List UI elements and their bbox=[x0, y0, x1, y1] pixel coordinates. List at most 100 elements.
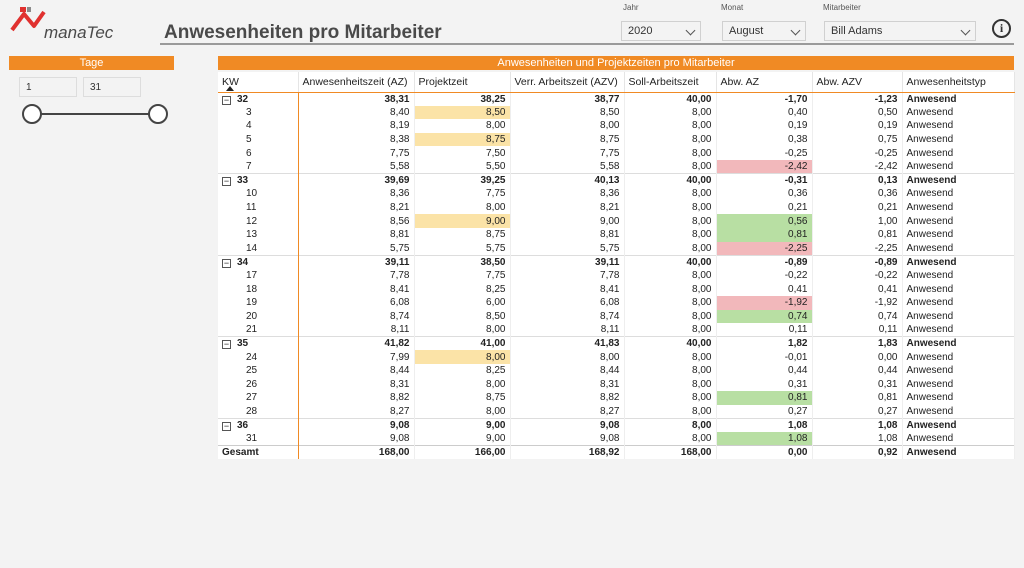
column-header-soll[interactable]: Soll-Arbeitszeit bbox=[624, 72, 717, 93]
mitarbeiter-dropdown[interactable]: Bill Adams bbox=[824, 21, 976, 41]
table-cell: 9,08 bbox=[298, 417, 415, 432]
table-cell: 8,00 bbox=[624, 295, 717, 310]
table-cell: 39,25 bbox=[414, 173, 511, 188]
column-header-typ[interactable]: Anwesenheitstyp bbox=[902, 72, 1015, 93]
table-cell: 20 bbox=[218, 309, 299, 324]
collapse-icon[interactable]: − bbox=[222, 420, 231, 431]
tage-slicer-title: Tage bbox=[9, 56, 174, 70]
sort-ascending-icon[interactable] bbox=[226, 85, 234, 91]
table-cell: 0,81 bbox=[812, 227, 903, 242]
table-cell: 0,21 bbox=[812, 200, 903, 215]
table-cell: Anwesend bbox=[902, 91, 1015, 106]
table-row: 31 9,08 9,00 9,08 8,00 1,08 1,08 Anwesend bbox=[218, 431, 1015, 446]
table-cell: Anwesend bbox=[902, 363, 1015, 378]
attendance-table: KW Anwesenheitszeit (AZ) Projektzeit Ver… bbox=[218, 72, 1015, 460]
table-cell: 28 bbox=[218, 404, 299, 419]
monat-dropdown[interactable]: August bbox=[722, 21, 806, 41]
header-divider bbox=[160, 43, 1014, 45]
table-group-row: −34 39,11 38,50 39,11 40,00 -0,89 -0,89 Anwesen… bbox=[218, 254, 1015, 269]
column-header-abw-azv[interactable]: Abw. AZV bbox=[812, 72, 903, 93]
table-cell: 7 bbox=[218, 159, 299, 174]
table-row: 6 7,75 7,50 7,75 8,00 -0,25 -0,25 Anwesend bbox=[218, 146, 1015, 160]
table-cell: 0,81 bbox=[716, 227, 813, 242]
table-row: 3 8,40 8,50 8,50 8,00 0,40 0,50 Anwesend bbox=[218, 105, 1015, 120]
table-cell: 0,27 bbox=[812, 404, 903, 419]
table-cell: 8,00 bbox=[414, 350, 511, 364]
table-cell: 8,50 bbox=[510, 105, 625, 120]
table-cell: 0,75 bbox=[812, 132, 903, 147]
table-cell: 40,00 bbox=[624, 336, 717, 351]
tage-max-input[interactable]: 31 bbox=[83, 77, 141, 97]
table-cell: 0,41 bbox=[812, 282, 903, 296]
jahr-value: 2020 bbox=[628, 25, 653, 37]
collapse-icon[interactable]: − bbox=[222, 176, 231, 187]
table-cell: 8,00 bbox=[624, 404, 717, 419]
column-header-kw[interactable]: KW bbox=[218, 72, 299, 93]
collapse-icon[interactable]: − bbox=[222, 257, 231, 268]
table-cell: 5,50 bbox=[414, 159, 511, 174]
table-cell: 8,82 bbox=[298, 391, 415, 405]
table-row: 7 5,58 5,50 5,58 8,00 -2,42 -2,42 Anwesend bbox=[218, 159, 1015, 174]
table-cell: 0,92 bbox=[812, 444, 903, 460]
table-cell: 8,56 bbox=[298, 214, 415, 228]
column-header-az[interactable]: Anwesenheitszeit (AZ) bbox=[298, 72, 415, 93]
table-cell: 0,36 bbox=[812, 187, 903, 201]
table-row: 10 8,36 7,75 8,36 8,00 0,36 0,36 Anwesend bbox=[218, 187, 1015, 201]
table-cell: 8,81 bbox=[298, 227, 415, 242]
table-cell: 13 bbox=[218, 227, 299, 242]
table-cell: 0,31 bbox=[716, 377, 813, 392]
table-cell: 0,74 bbox=[716, 309, 813, 324]
column-header-abw-az[interactable]: Abw. AZ bbox=[716, 72, 813, 93]
table-row: 21 8,11 8,00 8,11 8,00 0,11 0,11 Anwesend bbox=[218, 323, 1015, 337]
table-cell: 5,75 bbox=[414, 241, 511, 256]
collapse-icon[interactable]: − bbox=[222, 94, 231, 105]
table-row: 4 8,19 8,00 8,00 8,00 0,19 0,19 Anwesend bbox=[218, 119, 1015, 133]
table-cell: 7,75 bbox=[510, 146, 625, 160]
table-cell: 8,19 bbox=[298, 119, 415, 133]
column-header-azv[interactable]: Verr. Arbeitszeit (AZV) bbox=[510, 72, 625, 93]
table-title: Anwesenheiten und Projektzeiten pro Mita… bbox=[218, 56, 1014, 70]
tage-min-input[interactable]: 1 bbox=[19, 77, 77, 97]
table-cell: 8,81 bbox=[510, 227, 625, 242]
table-row: 18 8,41 8,25 8,41 8,00 0,41 0,41 Anwesend bbox=[218, 282, 1015, 296]
table-cell: 5,58 bbox=[510, 159, 625, 174]
table-row: 5 8,38 8,75 8,75 8,00 0,38 0,75 Anwesend bbox=[218, 132, 1015, 147]
table-cell: 8,25 bbox=[414, 282, 511, 296]
tage-slider-track[interactable] bbox=[32, 113, 159, 115]
table-cell: 8,00 bbox=[414, 404, 511, 419]
table-cell: -0,22 bbox=[716, 268, 813, 283]
table-cell: 0,41 bbox=[716, 282, 813, 296]
table-cell: 5,75 bbox=[298, 241, 415, 256]
table-cell: 0,81 bbox=[812, 391, 903, 405]
table-cell: 1,83 bbox=[812, 336, 903, 351]
table-cell: 1,08 bbox=[812, 431, 903, 446]
jahr-dropdown[interactable]: 2020 bbox=[621, 21, 701, 41]
table-cell: 6,00 bbox=[414, 295, 511, 310]
column-header-projektzeit[interactable]: Projektzeit bbox=[414, 72, 511, 93]
table-cell: 0,13 bbox=[812, 173, 903, 188]
table-cell: -0,01 bbox=[716, 350, 813, 364]
table-cell: Anwesend bbox=[902, 105, 1015, 120]
table-cell: -0,89 bbox=[716, 254, 813, 269]
manatec-logo: manaTec bbox=[8, 4, 128, 42]
info-icon[interactable]: i bbox=[992, 19, 1011, 38]
table-cell: -2,42 bbox=[716, 159, 813, 174]
tage-slider-max-handle[interactable] bbox=[148, 104, 168, 124]
table-cell: 8,00 bbox=[624, 323, 717, 337]
table-row: 25 8,44 8,25 8,44 8,00 0,44 0,44 Anwesend bbox=[218, 363, 1015, 378]
table-cell: 8,11 bbox=[510, 323, 625, 337]
collapse-icon[interactable]: − bbox=[222, 339, 231, 350]
table-cell: 8,00 bbox=[624, 363, 717, 378]
table-cell: 0,00 bbox=[716, 444, 813, 460]
table-cell: 1,08 bbox=[812, 417, 903, 432]
table-cell: 8,82 bbox=[510, 391, 625, 405]
tage-slider-min-handle[interactable] bbox=[22, 104, 42, 124]
table-cell: Anwesend bbox=[902, 227, 1015, 242]
table-cell: Anwesend bbox=[902, 200, 1015, 215]
table-cell: -1,23 bbox=[812, 91, 903, 106]
table-cell: 0,31 bbox=[812, 377, 903, 392]
table-cell: 8,27 bbox=[510, 404, 625, 419]
table-cell: 8,74 bbox=[298, 309, 415, 324]
table-cell: Anwesend bbox=[902, 323, 1015, 337]
table-group-row: −35 41,82 41,00 41,83 40,00 1,82 1,83 Anwesend bbox=[218, 336, 1015, 351]
